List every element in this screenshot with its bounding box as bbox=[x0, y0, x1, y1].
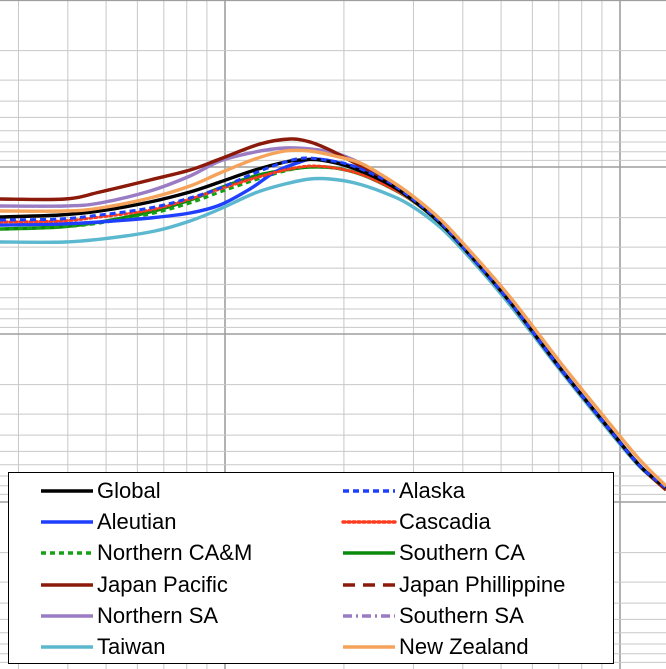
legend-entry-southern-ca: Southern CA bbox=[341, 538, 525, 568]
legend-swatch bbox=[41, 645, 93, 649]
series-line-southern-sa bbox=[0, 146, 666, 490]
legend-label: Japan Pacific bbox=[97, 572, 228, 597]
legend-entry-taiwan: Taiwan bbox=[39, 632, 165, 662]
legend-entry-new-zealand: New Zealand bbox=[341, 632, 529, 662]
legend-swatch bbox=[41, 489, 93, 493]
legend-label: Alaska bbox=[399, 478, 466, 503]
legend-label: Southern CA bbox=[399, 540, 525, 565]
legend-swatch bbox=[41, 520, 93, 524]
legend-label: Southern SA bbox=[399, 603, 524, 628]
legend-entry-northern-ca-m: Northern CA&M bbox=[39, 538, 252, 568]
legend: Global Aleutian Northern CA&M Japan Pacific… bbox=[8, 472, 614, 664]
legend-label: Northern SA bbox=[97, 603, 219, 628]
legend-label: New Zealand bbox=[399, 634, 529, 659]
legend-swatch bbox=[341, 520, 397, 524]
series-line-japan-phillippine bbox=[0, 137, 666, 492]
legend-entry-aleutian: Aleutian bbox=[39, 507, 177, 537]
legend-label: Northern CA&M bbox=[97, 540, 253, 565]
series-line-alaska bbox=[0, 156, 666, 490]
legend-entry-japan-phillippine: Japan Phillippine bbox=[341, 570, 565, 600]
legend-swatch bbox=[343, 614, 395, 618]
legend-entry-cascadia: Cascadia bbox=[341, 507, 491, 537]
legend-swatch bbox=[343, 645, 395, 649]
legend-entry-southern-sa: Southern SA bbox=[341, 601, 524, 631]
legend-label: Taiwan bbox=[97, 634, 166, 659]
series-line-northern-sa bbox=[0, 146, 666, 490]
legend-entry-japan-pacific: Japan Pacific bbox=[39, 570, 228, 600]
legend-label: Global bbox=[97, 478, 161, 503]
legend-entry-global: Global bbox=[39, 476, 161, 506]
legend-label: Japan Phillippine bbox=[399, 572, 566, 597]
legend-swatch bbox=[343, 551, 395, 555]
legend-entry-northern-sa: Northern SA bbox=[39, 601, 218, 631]
legend-label: Cascadia bbox=[399, 509, 491, 534]
legend-swatch bbox=[41, 551, 93, 555]
legend-label: Aleutian bbox=[97, 509, 177, 534]
series-lines bbox=[0, 137, 666, 492]
legend-swatch bbox=[343, 489, 395, 493]
legend-entry-alaska: Alaska bbox=[341, 476, 465, 506]
legend-swatch bbox=[41, 583, 93, 587]
legend-swatch bbox=[41, 614, 93, 618]
series-line-new-zealand bbox=[0, 148, 666, 488]
legend-swatch bbox=[343, 583, 395, 587]
